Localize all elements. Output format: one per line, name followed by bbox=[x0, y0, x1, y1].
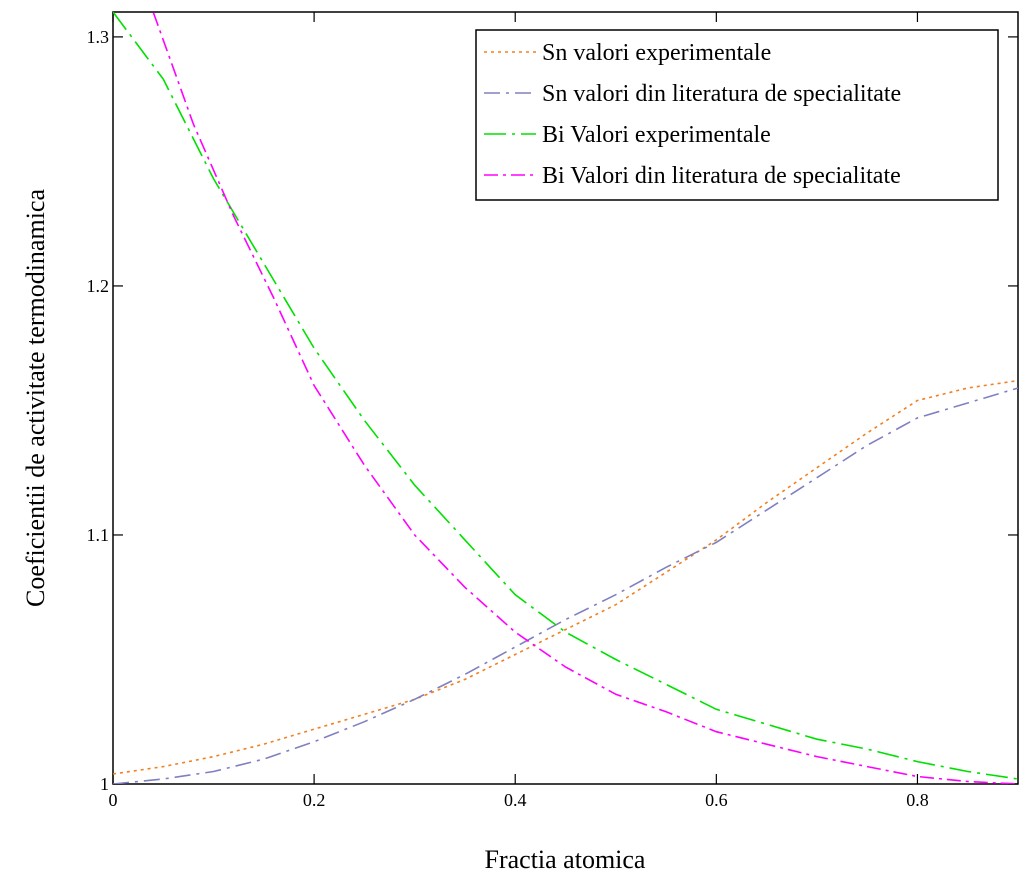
series-line-0 bbox=[113, 379, 1018, 775]
x-tick-label: 0 bbox=[109, 790, 118, 810]
legend-label: Bi Valori experimentale bbox=[542, 122, 771, 148]
series-lines bbox=[113, 12, 1018, 784]
axis-ticks bbox=[112, 12, 1018, 785]
y-tick-label: 1.2 bbox=[87, 276, 110, 296]
tick-labels: 0 0.2 0.4 0.6 0.8 1 1.1 1.2 1.3 bbox=[87, 27, 929, 810]
legend-label: Sn valori experimentale bbox=[542, 40, 771, 66]
x-axis-title: Fractia atomica bbox=[485, 845, 646, 874]
legend: Sn valori experimentale Sn valori din lit… bbox=[475, 29, 999, 201]
y-tick-label: 1.3 bbox=[87, 27, 110, 47]
legend-label: Sn valori din literatura de specialitate bbox=[542, 81, 901, 107]
legend-box bbox=[475, 29, 999, 201]
series-line-3 bbox=[152, 12, 1018, 784]
y-tick-label: 1.1 bbox=[87, 525, 110, 545]
x-tick-label: 0.6 bbox=[705, 790, 728, 810]
y-axis-title: Coeficientii de activitate termodinamica bbox=[21, 189, 50, 607]
x-tick-label: 0.2 bbox=[303, 790, 326, 810]
y-tick-label: 1 bbox=[100, 774, 109, 794]
x-tick-label: 0.8 bbox=[906, 790, 929, 810]
legend-label: Bi Valori din literatura de specialitate bbox=[542, 163, 901, 189]
x-tick-label: 0.4 bbox=[504, 790, 527, 810]
